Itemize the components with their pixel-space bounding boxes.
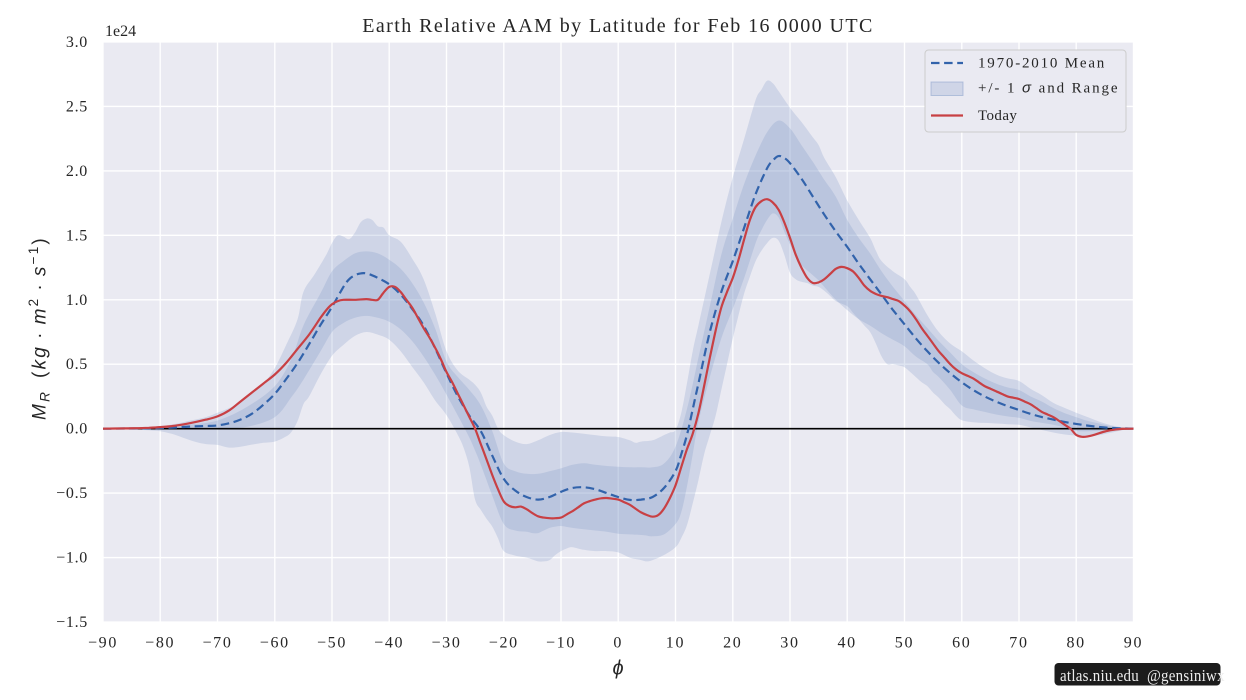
svg-text:−0.5: −0.5 <box>56 485 88 502</box>
svg-text:−40: −40 <box>374 635 404 652</box>
svg-text:−90: −90 <box>88 635 118 652</box>
svg-text:2.0: 2.0 <box>66 163 88 180</box>
svg-text:2.5: 2.5 <box>66 98 88 115</box>
svg-text:0.5: 0.5 <box>66 356 88 373</box>
svg-text:1.5: 1.5 <box>66 227 88 244</box>
svg-text:−10: −10 <box>546 635 576 652</box>
svg-text:Today: Today <box>978 108 1017 124</box>
svg-text:30: 30 <box>780 635 799 652</box>
svg-text:10: 10 <box>666 635 685 652</box>
svg-text:Earth Relative AAM by Latitude: Earth Relative AAM by Latitude for Feb 1… <box>362 15 873 37</box>
svg-text:ϕ: ϕ <box>612 658 623 680</box>
svg-text:−1.5: −1.5 <box>56 614 88 631</box>
svg-text:1970-2010 Mean: 1970-2010 Mean <box>978 56 1106 72</box>
svg-text:50: 50 <box>895 635 914 652</box>
svg-text:20: 20 <box>723 635 742 652</box>
svg-text:40: 40 <box>837 635 856 652</box>
svg-text:80: 80 <box>1066 635 1085 652</box>
svg-text:70: 70 <box>1009 635 1028 652</box>
svg-text:1.0: 1.0 <box>66 292 88 309</box>
svg-text:1e24: 1e24 <box>105 23 136 40</box>
svg-text:−50: −50 <box>317 635 347 652</box>
svg-text:−1.0: −1.0 <box>56 550 88 567</box>
svg-text:0.0: 0.0 <box>66 421 88 438</box>
svg-text:3.0: 3.0 <box>66 34 88 51</box>
svg-text:−80: −80 <box>145 635 175 652</box>
svg-text:+/- 1 σ and Range: +/- 1 σ and Range <box>978 80 1119 97</box>
svg-text:atlas.niu.edu @gensiniwx: atlas.niu.edu @gensiniwx <box>1060 667 1225 685</box>
svg-text:−30: −30 <box>431 635 461 652</box>
svg-text:60: 60 <box>952 635 971 652</box>
svg-text:MR (kg · m2 · s−1): MR (kg · m2 · s−1) <box>26 236 53 420</box>
svg-text:−20: −20 <box>489 635 519 652</box>
svg-text:0: 0 <box>613 635 623 652</box>
svg-text:−60: −60 <box>260 635 290 652</box>
svg-text:90: 90 <box>1124 635 1143 652</box>
svg-text:−70: −70 <box>202 635 232 652</box>
